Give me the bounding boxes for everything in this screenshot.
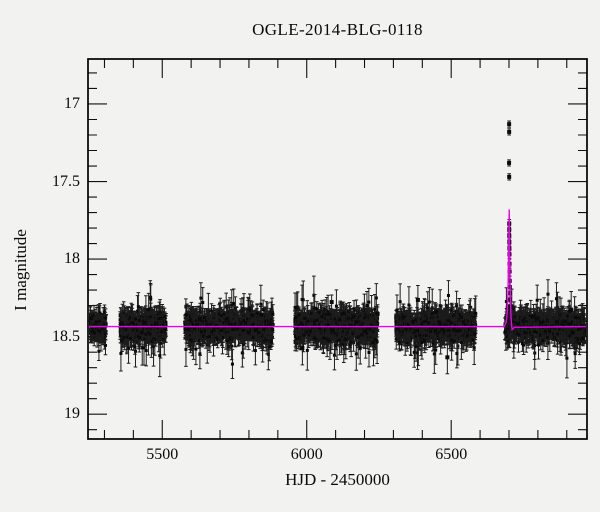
x-axis-label: HJD - 2450000 xyxy=(285,470,390,489)
y-tick-label: 18.5 xyxy=(52,327,80,345)
y-tick-label: 19 xyxy=(64,405,80,423)
x-tick-label: 6000 xyxy=(290,446,323,463)
y-tick-label: 17 xyxy=(64,94,80,112)
y-tick-label: 18 xyxy=(64,250,80,268)
y-tick-label: 17.5 xyxy=(52,172,80,190)
x-tick-label: 6500 xyxy=(435,446,468,463)
x-tick-label: 5500 xyxy=(146,446,179,463)
